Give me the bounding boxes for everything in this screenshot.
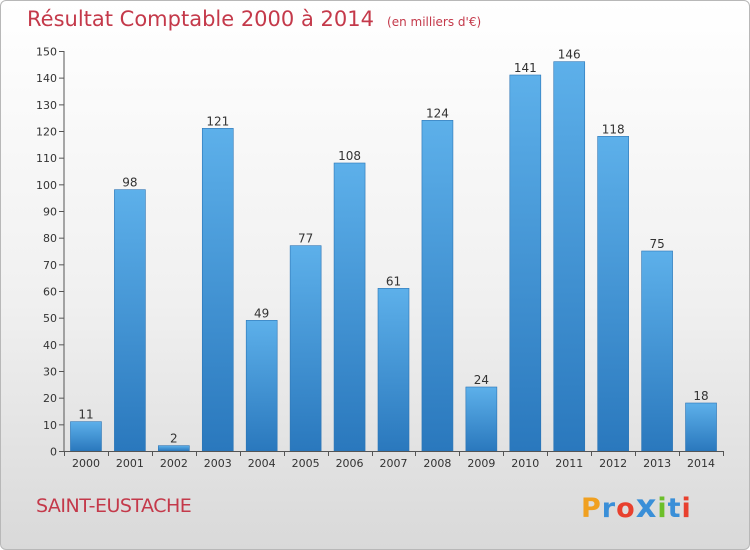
x-tick-label-2003: 2003 xyxy=(204,457,232,470)
bar-2013 xyxy=(641,250,673,452)
x-tick-label-2010: 2010 xyxy=(511,457,539,470)
value-label-2009: 24 xyxy=(474,373,489,387)
chart-title: Résultat Comptable 2000 à 2014 xyxy=(27,7,374,31)
bar-2011 xyxy=(553,61,586,452)
value-label-2010: 141 xyxy=(514,61,537,75)
y-tick-label: 30 xyxy=(43,366,57,379)
bar-2002 xyxy=(158,445,190,452)
y-tick-label: 130 xyxy=(36,99,57,112)
x-tick-label-2006: 2006 xyxy=(336,457,364,470)
value-label-2002: 2 xyxy=(170,432,178,446)
value-label-2011: 146 xyxy=(558,48,581,62)
bar-2005 xyxy=(289,245,322,452)
logo-letter: o xyxy=(616,493,636,524)
x-tick-label-2009: 2009 xyxy=(467,457,495,470)
x-tick-label-2004: 2004 xyxy=(248,457,276,470)
y-tick-label: 20 xyxy=(43,392,57,405)
x-tick-label-2011: 2011 xyxy=(555,457,583,470)
logo-letter: x xyxy=(635,487,658,525)
y-tick-label: 90 xyxy=(43,206,57,219)
title-row: Résultat Comptable 2000 à 2014 (en milli… xyxy=(27,7,481,31)
y-tick-label: 50 xyxy=(43,312,57,325)
y-tick-label: 150 xyxy=(36,46,57,59)
y-tick-label: 70 xyxy=(43,259,57,272)
value-label-2005: 77 xyxy=(298,232,313,246)
y-tick-label: 110 xyxy=(36,152,57,165)
bar-2014 xyxy=(685,402,717,452)
x-tick-label-2000: 2000 xyxy=(72,457,100,470)
y-tick-label: 140 xyxy=(36,72,57,85)
value-label-2013: 75 xyxy=(649,237,664,251)
x-tick-label-2005: 2005 xyxy=(292,457,320,470)
bar-2004 xyxy=(245,320,278,452)
chart-unit: (en milliers d'€) xyxy=(387,15,482,29)
x-tick-label-2012: 2012 xyxy=(599,457,627,470)
bar-chart: 0 10 20 30 40 50 60 70 80 90 100 110 120 130 140 150 11… xyxy=(36,46,724,470)
value-label-2003: 121 xyxy=(206,114,229,128)
proxiti-logo: Proxiti xyxy=(581,487,692,525)
value-label-2000: 11 xyxy=(78,408,93,422)
x-tick-label-2013: 2013 xyxy=(643,457,671,470)
y-axis: 0 10 20 30 40 50 60 70 80 90 100 110 120 130 140 150 xyxy=(36,46,65,459)
value-label-2006: 108 xyxy=(338,149,361,163)
bar-2012 xyxy=(597,136,629,452)
x-axis: 2000 2001 2002 2003 2004 2005 2006 2007 2008 2009… xyxy=(64,451,724,470)
value-label-2007: 61 xyxy=(386,274,401,288)
value-label-2001: 98 xyxy=(122,176,137,190)
y-tick-label: 40 xyxy=(43,339,57,352)
logo-letter: t xyxy=(667,493,682,524)
value-label-2004: 49 xyxy=(254,306,269,320)
logo-letter: i xyxy=(657,493,668,524)
y-tick-label: 0 xyxy=(50,446,57,459)
logo-letter: P xyxy=(581,493,602,524)
x-tick-label-2002: 2002 xyxy=(160,457,188,470)
y-tick-label: 100 xyxy=(36,179,57,192)
logo-letter: i xyxy=(681,493,692,524)
y-tick-label: 10 xyxy=(43,419,57,432)
bar-2009 xyxy=(465,386,498,452)
y-tick-label: 80 xyxy=(43,232,57,245)
x-tick-label-2014: 2014 xyxy=(687,457,715,470)
bar-2007 xyxy=(377,288,410,452)
logo-letter: r xyxy=(601,493,617,524)
x-tick-label-2001: 2001 xyxy=(116,457,144,470)
y-tick-label: 60 xyxy=(43,286,57,299)
value-label-2014: 18 xyxy=(693,389,708,403)
value-label-2012: 118 xyxy=(602,122,625,136)
bar-2003 xyxy=(201,128,234,452)
bar-2010 xyxy=(509,74,542,452)
bars: 11 98 2 121 49 77 108 61 124 24 141 146 118 75 18 xyxy=(70,48,717,452)
x-tick-label-2007: 2007 xyxy=(380,457,408,470)
commune-name: SAINT-EUSTACHE xyxy=(36,495,192,517)
bar-2006 xyxy=(333,162,366,452)
x-tick-label-2008: 2008 xyxy=(423,457,451,470)
bar-2008 xyxy=(421,120,454,452)
bar-2000 xyxy=(70,421,102,452)
bar-2001 xyxy=(114,189,146,452)
y-tick-label: 120 xyxy=(36,126,57,139)
value-label-2008: 124 xyxy=(426,106,449,120)
